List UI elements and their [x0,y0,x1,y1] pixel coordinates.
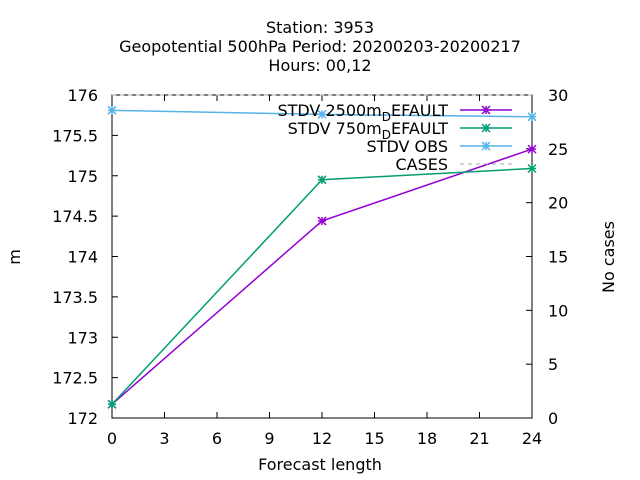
y2-tick-label: 5 [548,355,558,374]
y-tick-label: 174 [67,248,98,267]
x-tick-label: 12 [312,429,332,448]
series-line [111,167,533,405]
y-tick-label: 174.5 [52,207,98,226]
legend-entry: STDV 750mDEFAULT [288,119,512,142]
x-tick-label: 6 [212,429,222,448]
y-tick-label: 172.5 [52,369,98,388]
legend-entry: STDV 2500mDEFAULT [277,101,512,124]
x-tick-label: 3 [159,429,169,448]
data-point [107,105,117,115]
data-point [527,163,537,174]
legend-label-main: STDV OBS [367,137,448,156]
y-tick-label: 176 [67,86,98,105]
y2-tick-label: 15 [548,248,568,267]
y2-tick-label: 30 [548,86,568,105]
plot-frame [111,94,533,419]
y-tick-label: 175.5 [52,126,98,145]
legend-label: CASES [395,155,448,174]
legend-entry: STDV OBS [367,137,512,156]
x-tick-label: 9 [264,429,274,448]
series-stdv-obs [107,105,537,122]
title-line-2: Geopotential 500hPa Period: 20200203-202… [119,37,521,56]
legend-label-sub: D [382,128,391,142]
legend-label: STDV 750mDEFAULT [288,119,449,142]
legend-label: STDV 2500mDEFAULT [277,101,448,124]
series-line [111,148,533,405]
x-tick-label: 24 [522,429,542,448]
legend-swatch-marker [481,141,491,151]
data-point [527,144,537,154]
legend-label-main: CASES [395,155,448,174]
y2-tick-label: 25 [548,140,568,159]
chart-title: Station: 3953 Geopotential 500hPa Period… [119,18,521,75]
y2-tick-label: 0 [548,409,558,428]
y2-tick-label: 10 [548,301,568,320]
y-tick-label: 175 [67,167,98,186]
x-tick-label: 21 [469,429,489,448]
y2-axis-label: No cases [599,221,618,293]
legend-label-rest: EFAULT [391,119,448,138]
y-axis-right: 0 5 10 15 20 25 30 [526,86,568,428]
y-axis-label: m [5,249,24,265]
data-point [527,112,537,122]
x-tick-label: 15 [364,429,384,448]
series-layer [107,94,537,409]
title-line-3: Hours: 00,12 [268,56,371,75]
y-tick-label: 173 [67,328,98,347]
legend-label-sub: D [382,110,391,124]
y-axis-left: 172 172.5 173 173.5 174 174.5 175 175.5 176 [52,86,118,428]
legend-label-main: STDV 750m [288,119,382,138]
x-tick-label: 0 [107,429,117,448]
data-point [107,399,117,409]
data-point [317,216,327,226]
legend-label-main: STDV 2500m [277,101,381,120]
series-stdv-2500m-default [107,144,537,409]
legend-label-rest: EFAULT [391,101,448,120]
x-axis: 0 3 6 9 12 15 18 21 24 [107,95,542,448]
x-tick-label: 18 [417,429,437,448]
series-stdv-750m-default [107,163,537,409]
y2-tick-label: 20 [548,194,568,213]
legend-swatch-marker [481,123,491,133]
legend-swatch-marker [481,105,491,115]
y-tick-label: 173.5 [52,288,98,307]
title-line-1: Station: 3953 [266,18,374,37]
legend-entry: CASES [395,155,512,174]
data-point [317,109,327,119]
x-axis-label: Forecast length [258,455,382,474]
y-tick-label: 172 [67,409,98,428]
legend-label: STDV OBS [367,137,448,156]
data-point [317,175,327,185]
